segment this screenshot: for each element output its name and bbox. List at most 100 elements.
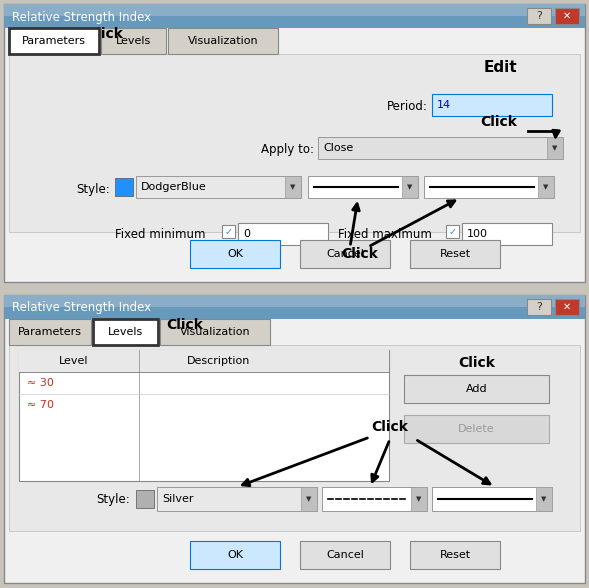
Text: ▼: ▼ — [306, 496, 312, 502]
Text: Edit: Edit — [483, 61, 517, 75]
Text: Cancel: Cancel — [326, 550, 364, 560]
Text: Delete: Delete — [458, 424, 495, 434]
Text: Add: Add — [466, 384, 487, 394]
Text: Close: Close — [323, 143, 353, 153]
Bar — [410, 240, 500, 268]
Text: Fixed maximum: Fixed maximum — [338, 228, 432, 240]
Bar — [101, 28, 166, 54]
Bar — [9, 28, 99, 54]
Bar — [222, 225, 235, 238]
Text: ▼: ▼ — [552, 145, 558, 151]
Bar — [19, 350, 389, 372]
Text: Click: Click — [480, 115, 517, 129]
Text: Visualization: Visualization — [180, 327, 250, 337]
Text: Click: Click — [342, 247, 379, 261]
Bar — [538, 176, 554, 198]
Text: Relative Strength Index: Relative Strength Index — [12, 11, 151, 24]
Text: ▼: ▼ — [416, 496, 422, 502]
Text: Reset: Reset — [439, 550, 471, 560]
Bar — [136, 176, 301, 198]
Text: ▼: ▼ — [408, 184, 413, 190]
Bar — [402, 176, 418, 198]
Bar — [555, 8, 579, 24]
Bar — [411, 487, 427, 511]
Bar — [404, 415, 549, 443]
Bar — [190, 240, 280, 268]
Text: Click: Click — [167, 318, 203, 332]
Text: Parameters: Parameters — [18, 327, 82, 337]
Text: 14: 14 — [437, 100, 451, 110]
Text: Style:: Style: — [96, 493, 130, 506]
Text: 0: 0 — [243, 229, 250, 239]
Bar — [318, 137, 563, 159]
Bar — [9, 345, 580, 531]
Text: OK: OK — [227, 249, 243, 259]
Text: Fixed minimum: Fixed minimum — [115, 228, 206, 240]
Bar — [410, 541, 500, 569]
Text: Style:: Style: — [76, 182, 110, 195]
Text: Silver: Silver — [162, 494, 194, 504]
Bar — [238, 223, 328, 245]
Bar — [301, 487, 317, 511]
Text: Relative Strength Index: Relative Strength Index — [12, 302, 151, 315]
Text: Levels: Levels — [108, 327, 143, 337]
Bar — [190, 541, 280, 569]
Bar — [300, 541, 390, 569]
Text: ▼: ▼ — [541, 496, 547, 502]
Text: OK: OK — [227, 550, 243, 560]
Text: Visualization: Visualization — [188, 36, 259, 46]
Bar — [4, 295, 585, 583]
Bar — [527, 8, 551, 24]
Bar — [4, 4, 585, 282]
Text: Click: Click — [458, 356, 495, 370]
Text: Apply to:: Apply to: — [261, 142, 314, 155]
Text: ▼: ▼ — [290, 184, 296, 190]
Bar — [404, 375, 549, 403]
Text: ✓: ✓ — [224, 226, 233, 236]
Bar — [536, 487, 552, 511]
Text: Reset: Reset — [439, 249, 471, 259]
Text: ?: ? — [536, 302, 542, 312]
Bar — [115, 178, 133, 196]
Text: ?: ? — [536, 11, 542, 21]
Bar — [4, 16, 585, 28]
Bar — [527, 299, 551, 315]
Bar — [446, 225, 459, 238]
Text: Period:: Period: — [387, 99, 428, 112]
Text: Cancel: Cancel — [326, 249, 364, 259]
Text: Parameters: Parameters — [22, 36, 86, 46]
Text: Click: Click — [87, 27, 124, 41]
Bar — [300, 240, 390, 268]
Text: ≈ 30: ≈ 30 — [27, 378, 54, 388]
Bar — [322, 487, 427, 511]
Text: ✕: ✕ — [563, 11, 571, 21]
Bar — [547, 137, 563, 159]
Bar — [4, 295, 585, 319]
Bar — [308, 176, 418, 198]
Text: ▼: ▼ — [543, 184, 549, 190]
Bar — [0, 286, 589, 294]
Text: ≈ 70: ≈ 70 — [27, 400, 54, 410]
Bar — [4, 307, 585, 319]
Bar — [462, 223, 552, 245]
Bar — [4, 4, 585, 28]
Text: Description: Description — [187, 356, 251, 366]
Bar — [432, 487, 552, 511]
Text: ✕: ✕ — [563, 302, 571, 312]
Bar — [285, 176, 301, 198]
Bar — [9, 54, 580, 232]
Bar — [157, 487, 317, 511]
Text: Levels: Levels — [116, 36, 151, 46]
Bar — [555, 299, 579, 315]
Bar — [9, 319, 91, 345]
Bar — [93, 319, 158, 345]
Text: ✓: ✓ — [448, 226, 456, 236]
Text: DodgerBlue: DodgerBlue — [141, 182, 207, 192]
Text: 100: 100 — [467, 229, 488, 239]
Text: Click: Click — [372, 420, 408, 434]
Text: Level: Level — [59, 356, 89, 366]
Bar — [424, 176, 554, 198]
Bar — [160, 319, 270, 345]
Bar — [136, 490, 154, 508]
Bar — [19, 350, 389, 481]
